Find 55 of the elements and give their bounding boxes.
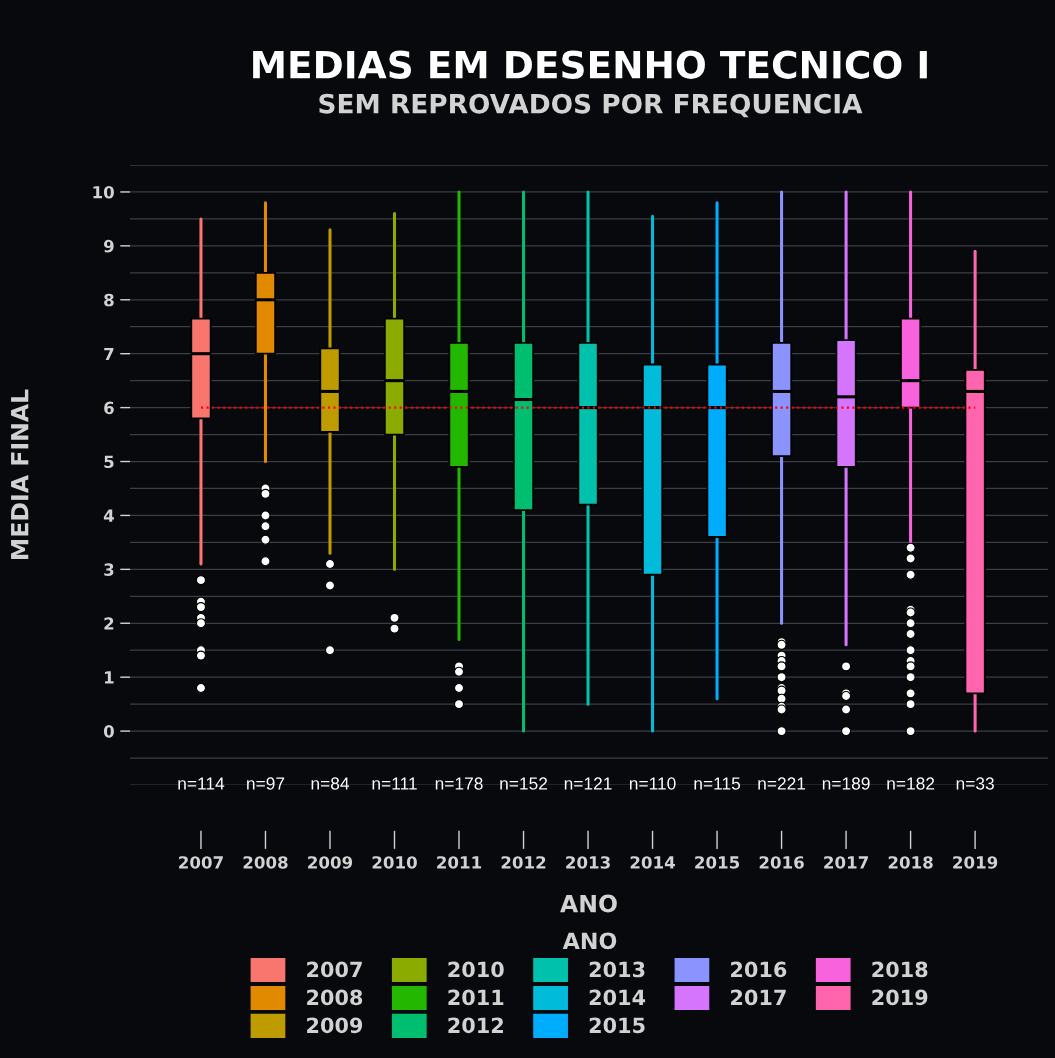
legend-label: 2010 <box>448 961 504 978</box>
annotation: n=121 <box>564 777 612 790</box>
x-tick-label: 2010 <box>372 856 417 869</box>
annotation: n=33 <box>956 777 994 790</box>
x-axis-title: ANO <box>560 894 617 913</box>
legend-label: 2016 <box>731 961 787 978</box>
legend-label: 2014 <box>589 989 646 1006</box>
annotation: n=111 <box>372 777 417 790</box>
x-tick-label: 2019 <box>953 856 998 869</box>
x-tick-label: 2016 <box>759 856 804 869</box>
x-tick-label: 2018 <box>888 856 933 869</box>
annotation: n=97 <box>247 777 285 790</box>
y-tick-label: 5 <box>104 455 114 469</box>
y-tick-label: 8 <box>104 293 114 307</box>
annotation: n=189 <box>822 777 870 790</box>
x-tick-label: 2014 <box>630 856 675 869</box>
x-tick-label: 2009 <box>308 856 353 869</box>
y-tick-label: 4 <box>103 509 114 522</box>
y-tick-label: 3 <box>104 563 114 576</box>
y-tick-label: 9 <box>103 239 114 253</box>
legend-label: 2011 <box>448 989 504 1006</box>
annotation: n=114 <box>178 777 225 790</box>
annotation: n=84 <box>311 777 350 790</box>
y-tick-label: 1 <box>105 671 114 684</box>
x-tick-label: 2008 <box>243 856 288 869</box>
chart-title: MEDIAS EM DESENHO TECNICO I <box>253 50 927 79</box>
x-tick-label: 2012 <box>501 856 546 869</box>
legend-label: 2019 <box>872 989 928 1006</box>
y-tick-label: 7 <box>104 347 114 361</box>
annotation: n=178 <box>435 777 483 790</box>
chart-subtitle: SEM REPROVADOS POR FREQUENCIA <box>319 93 863 118</box>
y-axis-title: MEDIA FINAL <box>11 389 29 560</box>
annotation: n=110 <box>629 777 676 790</box>
legend-label: 2008 <box>307 989 363 1006</box>
legend-label: 2015 <box>589 1017 645 1034</box>
y-tick-label: 2 <box>104 617 114 630</box>
legend-label: 2009 <box>307 1017 363 1034</box>
y-tick-label: 0 <box>103 725 114 738</box>
legend-title: ANO <box>562 932 617 950</box>
annotation: n=182 <box>887 777 935 790</box>
legend-label: 2017 <box>731 989 786 1006</box>
annotation: n=221 <box>758 777 806 790</box>
y-tick-label: 6 <box>104 401 114 415</box>
legend-label: 2013 <box>589 961 645 978</box>
x-tick-label: 2013 <box>566 856 610 869</box>
annotation: n=152 <box>500 777 548 790</box>
legend-label: 2018 <box>872 961 928 978</box>
x-tick-label: 2017 <box>824 856 868 869</box>
legend-label: 2012 <box>448 1017 503 1034</box>
x-tick-label: 2007 <box>179 856 223 869</box>
x-tick-label: 2011 <box>437 856 482 869</box>
y-tick-label: 10 <box>93 185 114 199</box>
x-tick-label: 2015 <box>695 856 740 869</box>
legend-label: 2007 <box>307 961 362 978</box>
annotation: n=115 <box>694 777 741 790</box>
